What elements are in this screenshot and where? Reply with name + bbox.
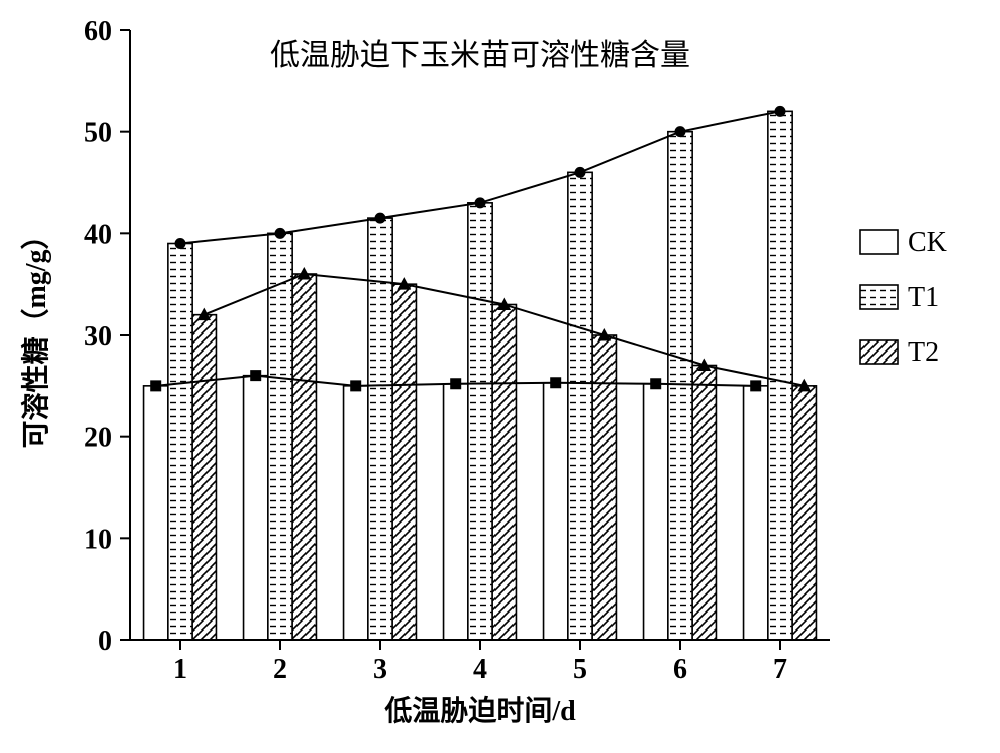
bar-T1 [668, 132, 692, 640]
marker-CK [451, 379, 461, 389]
x-tick-label: 4 [473, 654, 487, 685]
x-tick-label: 7 [773, 654, 787, 685]
bar-T2 [492, 305, 516, 641]
bar-T2 [592, 335, 616, 640]
y-tick-label: 60 [84, 16, 112, 47]
x-axis-label: 低温胁迫时间/d [383, 694, 576, 727]
bar-T2 [392, 284, 416, 640]
bar-CK [544, 383, 568, 640]
marker-T1 [175, 239, 185, 249]
marker-T1 [475, 198, 485, 208]
y-tick-label: 50 [84, 118, 112, 149]
bar-CK [644, 384, 668, 640]
marker-CK [351, 381, 361, 391]
legend-label-T2: T2 [908, 337, 939, 368]
bar-CK [144, 386, 168, 640]
chart-title: 低温胁迫下玉米苗可溶性糖含量 [270, 39, 690, 72]
chart-svg: 低温胁迫下玉米苗可溶性糖含量 0 10 20 30 40 50 60 1 2 3 4 5 6 7 可溶性糖（m… [0, 0, 1000, 753]
x-tick-label: 1 [173, 654, 187, 685]
marker-CK [651, 379, 661, 389]
y-tick-label: 10 [84, 524, 112, 555]
y-tick-label: 0 [98, 626, 112, 657]
marker-T1 [575, 167, 585, 177]
bar-T1 [768, 111, 792, 640]
bar-T2 [792, 386, 816, 640]
chart-container: 低温胁迫下玉米苗可溶性糖含量 0 10 20 30 40 50 60 1 2 3 4 5 6 7 可溶性糖（m… [0, 0, 1000, 753]
y-tick-label: 20 [84, 423, 112, 454]
legend-label-CK: CK [908, 227, 947, 258]
y-tick-label: 40 [84, 219, 112, 250]
bar-CK [744, 386, 768, 640]
bar-CK [244, 376, 268, 640]
x-tick-label: 6 [673, 654, 687, 685]
legend-swatch-T2 [860, 340, 898, 364]
marker-T1 [275, 228, 285, 238]
bar-CK [344, 386, 368, 640]
bar-CK [444, 384, 468, 640]
marker-CK [551, 378, 561, 388]
marker-T1 [675, 127, 685, 137]
legend-swatch-CK [860, 230, 898, 254]
bar-T2 [292, 274, 316, 640]
bar-T1 [568, 172, 592, 640]
bar-T1 [168, 244, 192, 641]
y-tick-label: 30 [84, 321, 112, 352]
x-tick-label: 5 [573, 654, 587, 685]
marker-T1 [775, 106, 785, 116]
x-tick-label: 2 [273, 654, 287, 685]
marker-CK [251, 371, 261, 381]
bar-T1 [468, 203, 492, 640]
legend-label-T1: T1 [908, 282, 939, 313]
x-tick-label: 3 [373, 654, 387, 685]
marker-CK [751, 381, 761, 391]
bar-T2 [692, 366, 716, 641]
bar-T1 [268, 233, 292, 640]
bar-T2 [192, 315, 216, 640]
marker-T1 [375, 213, 385, 223]
y-axis-label: 可溶性糖（mg/g） [19, 221, 52, 448]
marker-CK [151, 381, 161, 391]
legend-swatch-T1 [860, 285, 898, 309]
